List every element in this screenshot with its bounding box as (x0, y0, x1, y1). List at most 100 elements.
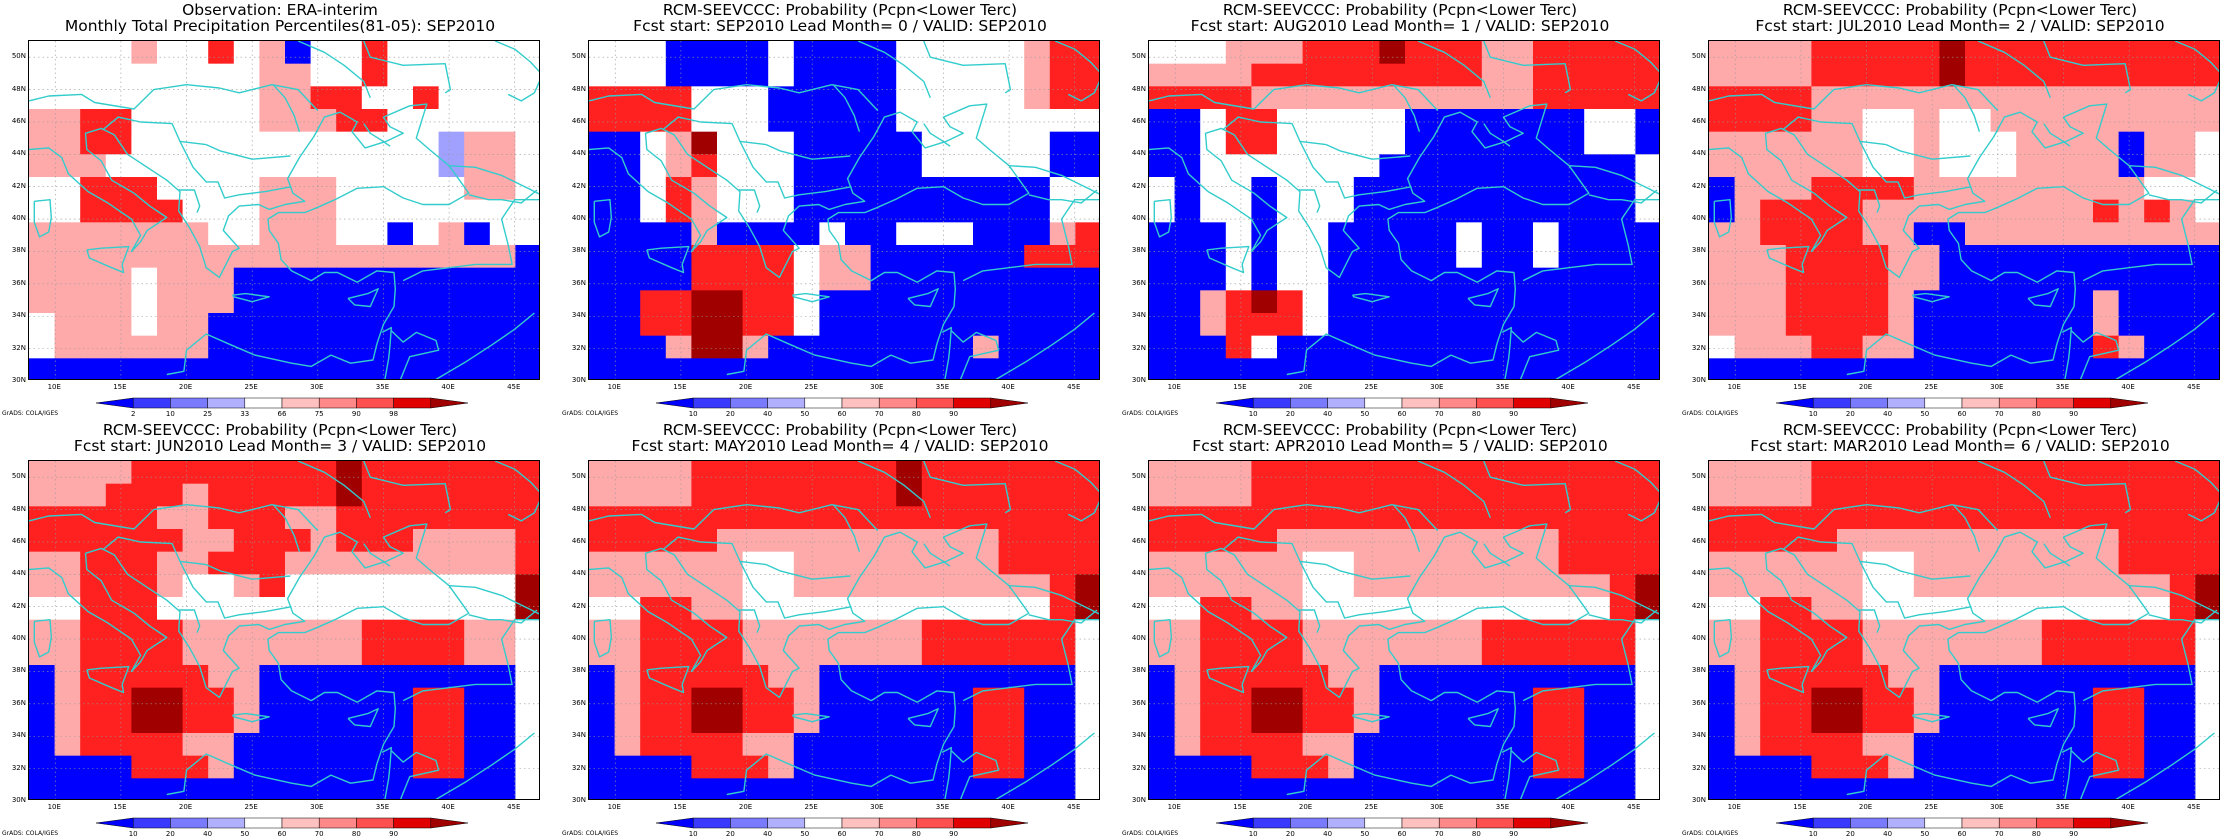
grid-cell (1075, 755, 1099, 779)
grid-cell (819, 778, 846, 799)
coastline (449, 585, 539, 615)
grid-cell (1635, 267, 1659, 291)
lat-tick-label: 36N (571, 278, 586, 287)
grid-cell (819, 290, 846, 314)
grid-cell (1785, 574, 1812, 598)
grid-cell (1225, 63, 1252, 87)
grid-cell (691, 755, 718, 779)
grid-cell (2067, 222, 2094, 246)
colorbar-label: 20 (1845, 830, 1855, 838)
grid-cell (157, 358, 184, 379)
credit-text: GrADS: COLA/IGES (1682, 410, 1739, 417)
grid-cell (1075, 529, 1099, 553)
grid-cell (589, 335, 616, 359)
grid-cell (1328, 574, 1355, 598)
coastline (593, 199, 612, 238)
grid-cell (413, 619, 440, 643)
grid-cell (921, 619, 948, 643)
grid-cell (2093, 109, 2120, 133)
grid-cell (589, 222, 616, 246)
grid-cell (1251, 733, 1278, 757)
grid-cell (336, 529, 363, 553)
grid-cell (793, 131, 820, 155)
grid-cell (1049, 687, 1076, 711)
coastline (962, 619, 1099, 702)
lon-tick-label: 30E (1990, 803, 2004, 811)
grid-cell (1174, 551, 1201, 575)
grid-cell (182, 245, 209, 269)
grid-cell (259, 619, 286, 643)
grid-cell (1507, 506, 1534, 530)
grid-cell (2093, 86, 2120, 110)
grid-cell (819, 574, 846, 598)
grid-cell (1811, 687, 1838, 711)
grid-cell (310, 597, 337, 621)
grid-cell (1075, 222, 1099, 246)
grid-cell (870, 199, 897, 223)
grid-cell (2016, 335, 2043, 359)
lon-tick-label: 25E (1924, 803, 1938, 811)
grid-cell (2093, 619, 2120, 643)
grid-cell (1379, 574, 1406, 598)
grid-cell (896, 551, 923, 575)
grid-cell (464, 358, 491, 379)
coastline (362, 41, 452, 94)
grid-cell (1174, 86, 1201, 110)
coastline (1153, 199, 1172, 238)
grid-cell (438, 358, 465, 379)
coastline (1977, 461, 2051, 518)
grid-cell (1734, 642, 1761, 666)
grid-cell (1913, 222, 1940, 246)
grid-cell (1200, 710, 1227, 734)
coastline (941, 326, 952, 379)
grid-cell (1609, 551, 1636, 575)
grid-cell (54, 335, 81, 359)
grid-cell (1328, 687, 1355, 711)
grid-cell (54, 41, 81, 65)
grid-cell (1379, 778, 1406, 799)
grid-cell (1837, 710, 1864, 734)
lon-tick-label: 45E (2187, 383, 2201, 391)
lon-tick-label: 15E (673, 803, 687, 811)
lat-tick-label: 48N (1691, 504, 1706, 513)
grid-cell (640, 41, 667, 65)
grid-cell (2195, 222, 2219, 246)
grid-cell (1049, 483, 1076, 507)
lon-tick-label: 10E (607, 383, 621, 391)
lat-tick-label: 40N (1691, 634, 1706, 643)
grid-cell (1533, 313, 1560, 337)
grid-cell (691, 63, 718, 87)
grid-cell (665, 86, 692, 110)
grid-cell (973, 778, 1000, 799)
grid-cell (464, 551, 491, 575)
grid-cell (2169, 267, 2196, 291)
grid-cell (131, 63, 158, 87)
grid-cell (717, 131, 744, 155)
grid-cell (1024, 154, 1051, 178)
grid-cell (1379, 109, 1406, 133)
grid-cell (1328, 506, 1355, 530)
grid-cell (1785, 335, 1812, 359)
colorbar-canvas (1775, 397, 2149, 409)
grid-cell (1075, 290, 1099, 314)
grid-cell (1760, 313, 1787, 337)
grid-cell (1558, 222, 1585, 246)
grid-cell (285, 41, 312, 65)
grid-cell (2169, 199, 2196, 223)
grid-cell (336, 245, 363, 269)
colorbar-segment (207, 397, 246, 409)
grid-cell (438, 335, 465, 359)
grid-cell (259, 154, 286, 178)
grid-cell (1430, 154, 1457, 178)
grid-cell (2195, 778, 2219, 799)
grid-cell (208, 687, 235, 711)
colorbar-segment (990, 817, 1029, 829)
credit-text: GrADS: COLA/IGES (562, 830, 619, 837)
coastline (1467, 708, 1499, 728)
grid-cell (2067, 529, 2094, 553)
grid-cell (1990, 199, 2017, 223)
grid-cell (819, 529, 846, 553)
grid-cell (2195, 199, 2219, 223)
grid-cell (1709, 733, 1736, 757)
grid-cell (973, 131, 1000, 155)
